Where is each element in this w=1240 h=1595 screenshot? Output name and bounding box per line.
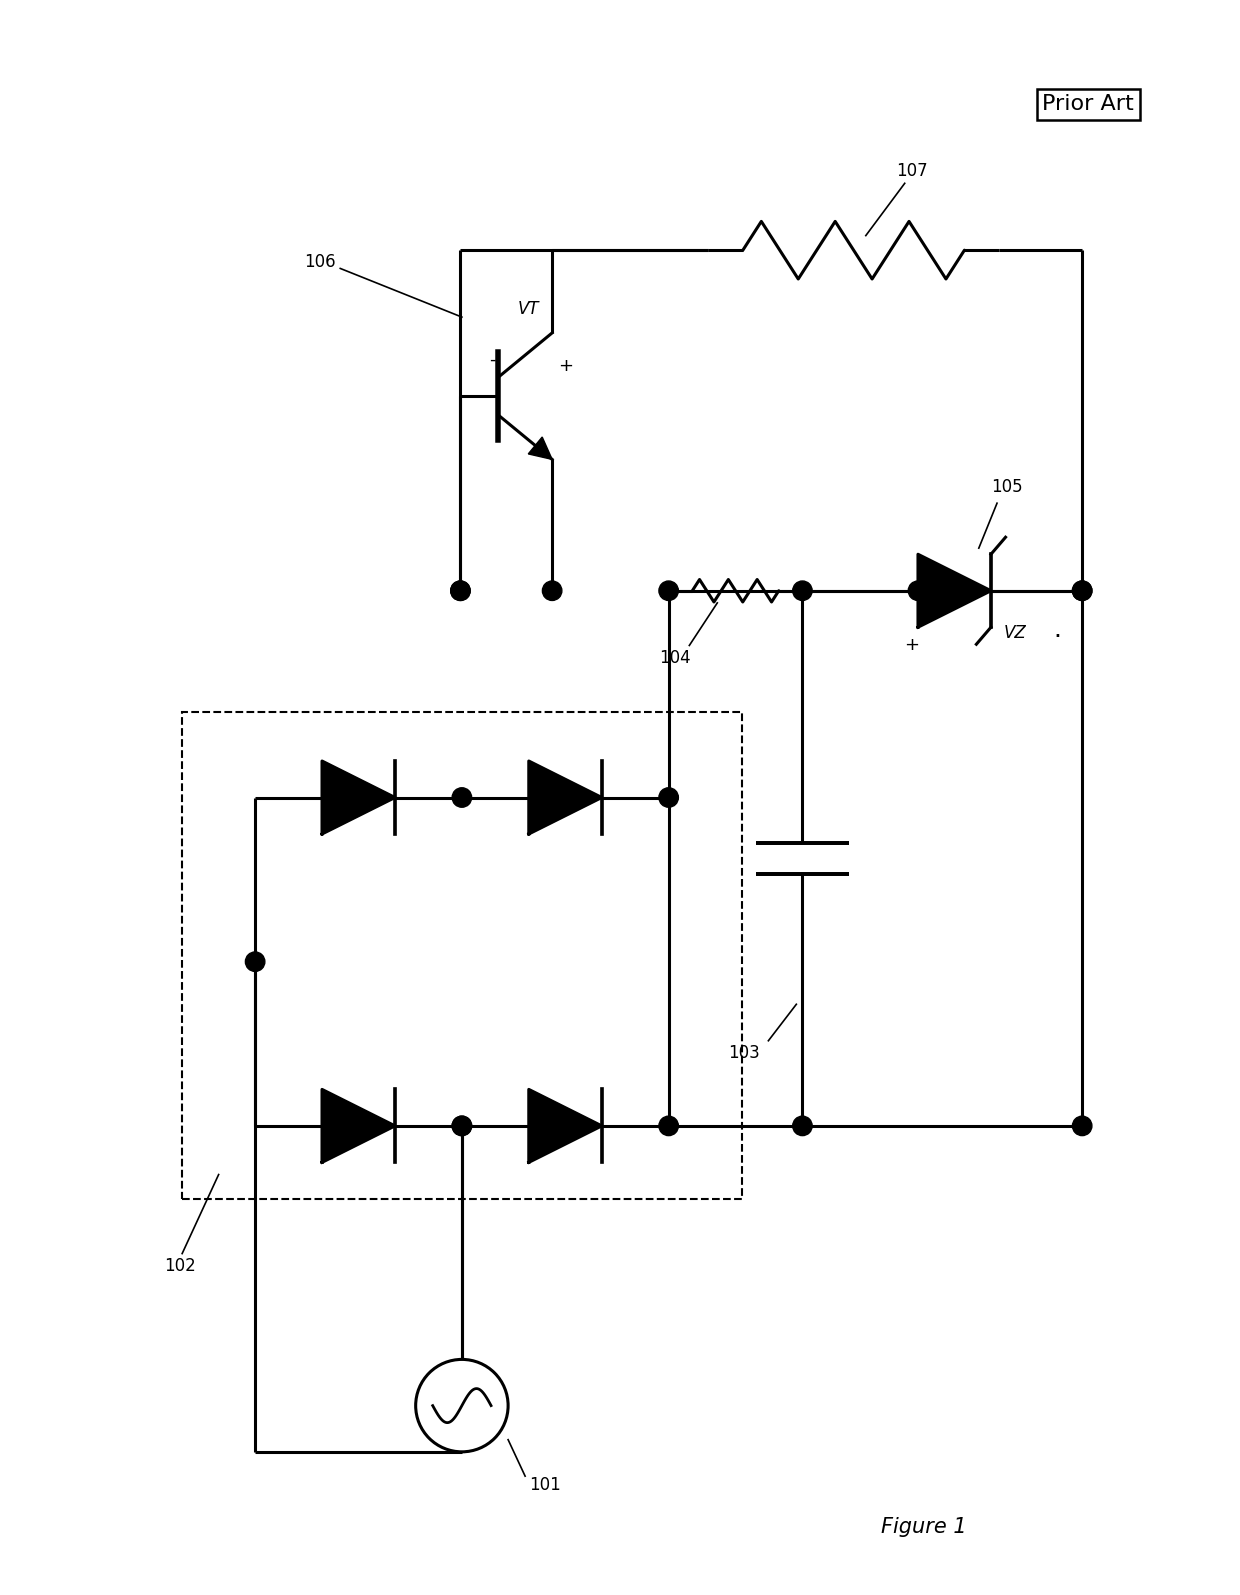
Text: -: - [489, 351, 496, 368]
Circle shape [246, 952, 265, 971]
Text: 104: 104 [658, 649, 691, 667]
Text: VZ: VZ [1004, 624, 1027, 643]
Circle shape [1073, 581, 1092, 600]
Circle shape [1073, 581, 1092, 600]
Text: VT: VT [518, 300, 539, 317]
Circle shape [453, 1116, 471, 1136]
Circle shape [450, 581, 470, 600]
Circle shape [792, 1116, 812, 1136]
Text: 103: 103 [728, 1043, 760, 1062]
Circle shape [453, 788, 471, 807]
Text: 101: 101 [528, 1475, 560, 1493]
Text: 107: 107 [897, 163, 928, 180]
Polygon shape [918, 553, 991, 627]
Circle shape [658, 581, 678, 600]
Bar [182, 713, 742, 1199]
Circle shape [453, 1116, 471, 1136]
Text: 106: 106 [304, 254, 335, 271]
Circle shape [1073, 1116, 1092, 1136]
Circle shape [658, 788, 678, 807]
Circle shape [450, 581, 470, 600]
Polygon shape [322, 761, 396, 834]
Circle shape [542, 581, 562, 600]
Polygon shape [322, 1089, 396, 1163]
Text: 105: 105 [991, 478, 1023, 496]
Text: 102: 102 [164, 1257, 196, 1274]
Polygon shape [528, 437, 552, 459]
Polygon shape [528, 1089, 601, 1163]
Circle shape [908, 581, 928, 600]
Text: Prior Art: Prior Art [1043, 94, 1135, 115]
Polygon shape [528, 761, 601, 834]
Circle shape [792, 581, 812, 600]
Text: .: . [1054, 617, 1061, 641]
Text: +: + [558, 357, 573, 375]
Circle shape [658, 1116, 678, 1136]
Text: Figure 1: Figure 1 [882, 1517, 967, 1538]
Text: +: + [904, 636, 919, 654]
